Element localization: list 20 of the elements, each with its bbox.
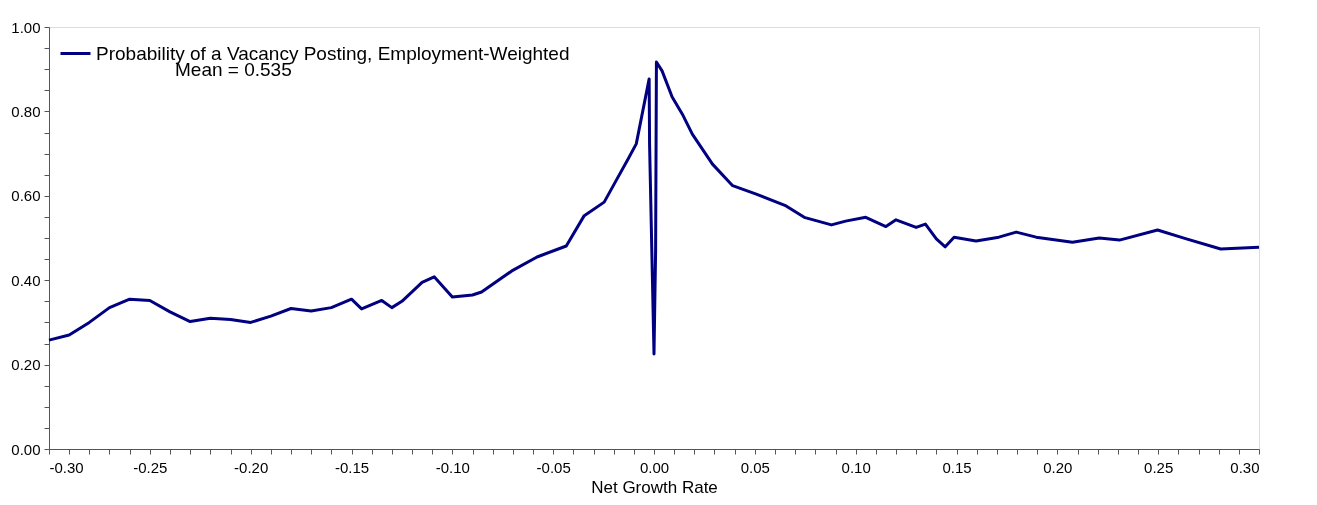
y-tick-label: 0.80: [11, 102, 41, 120]
x-tick-label: 0.20: [1043, 458, 1073, 476]
x-tick-label: -0.15: [334, 458, 370, 476]
y-tick-label: 0.40: [11, 271, 41, 289]
x-tick-label: 0.10: [841, 458, 871, 476]
y-tick-label: 0.20: [11, 356, 41, 374]
x-tick-label: -0.05: [536, 458, 571, 476]
x-tick-label: 0.25: [1144, 458, 1174, 476]
x-tick-label: 0.15: [942, 458, 972, 476]
x-tick-label: -0.10: [435, 458, 470, 476]
x-tick-label: 0.00: [639, 458, 670, 476]
y-tick-label: 1.00: [11, 18, 41, 36]
x-axis-title: Net Growth Rate: [591, 477, 718, 497]
x-tick-label: -0.25: [133, 458, 168, 476]
x-tick-label: 0.05: [740, 458, 770, 476]
x-tick-label: -0.30: [49, 458, 84, 476]
x-tick-label: -0.20: [234, 458, 269, 476]
y-tick-label: 0.60: [11, 187, 41, 205]
x-tick-label: 0.30: [1230, 458, 1260, 476]
y-tick-label: 0.00: [11, 440, 41, 458]
